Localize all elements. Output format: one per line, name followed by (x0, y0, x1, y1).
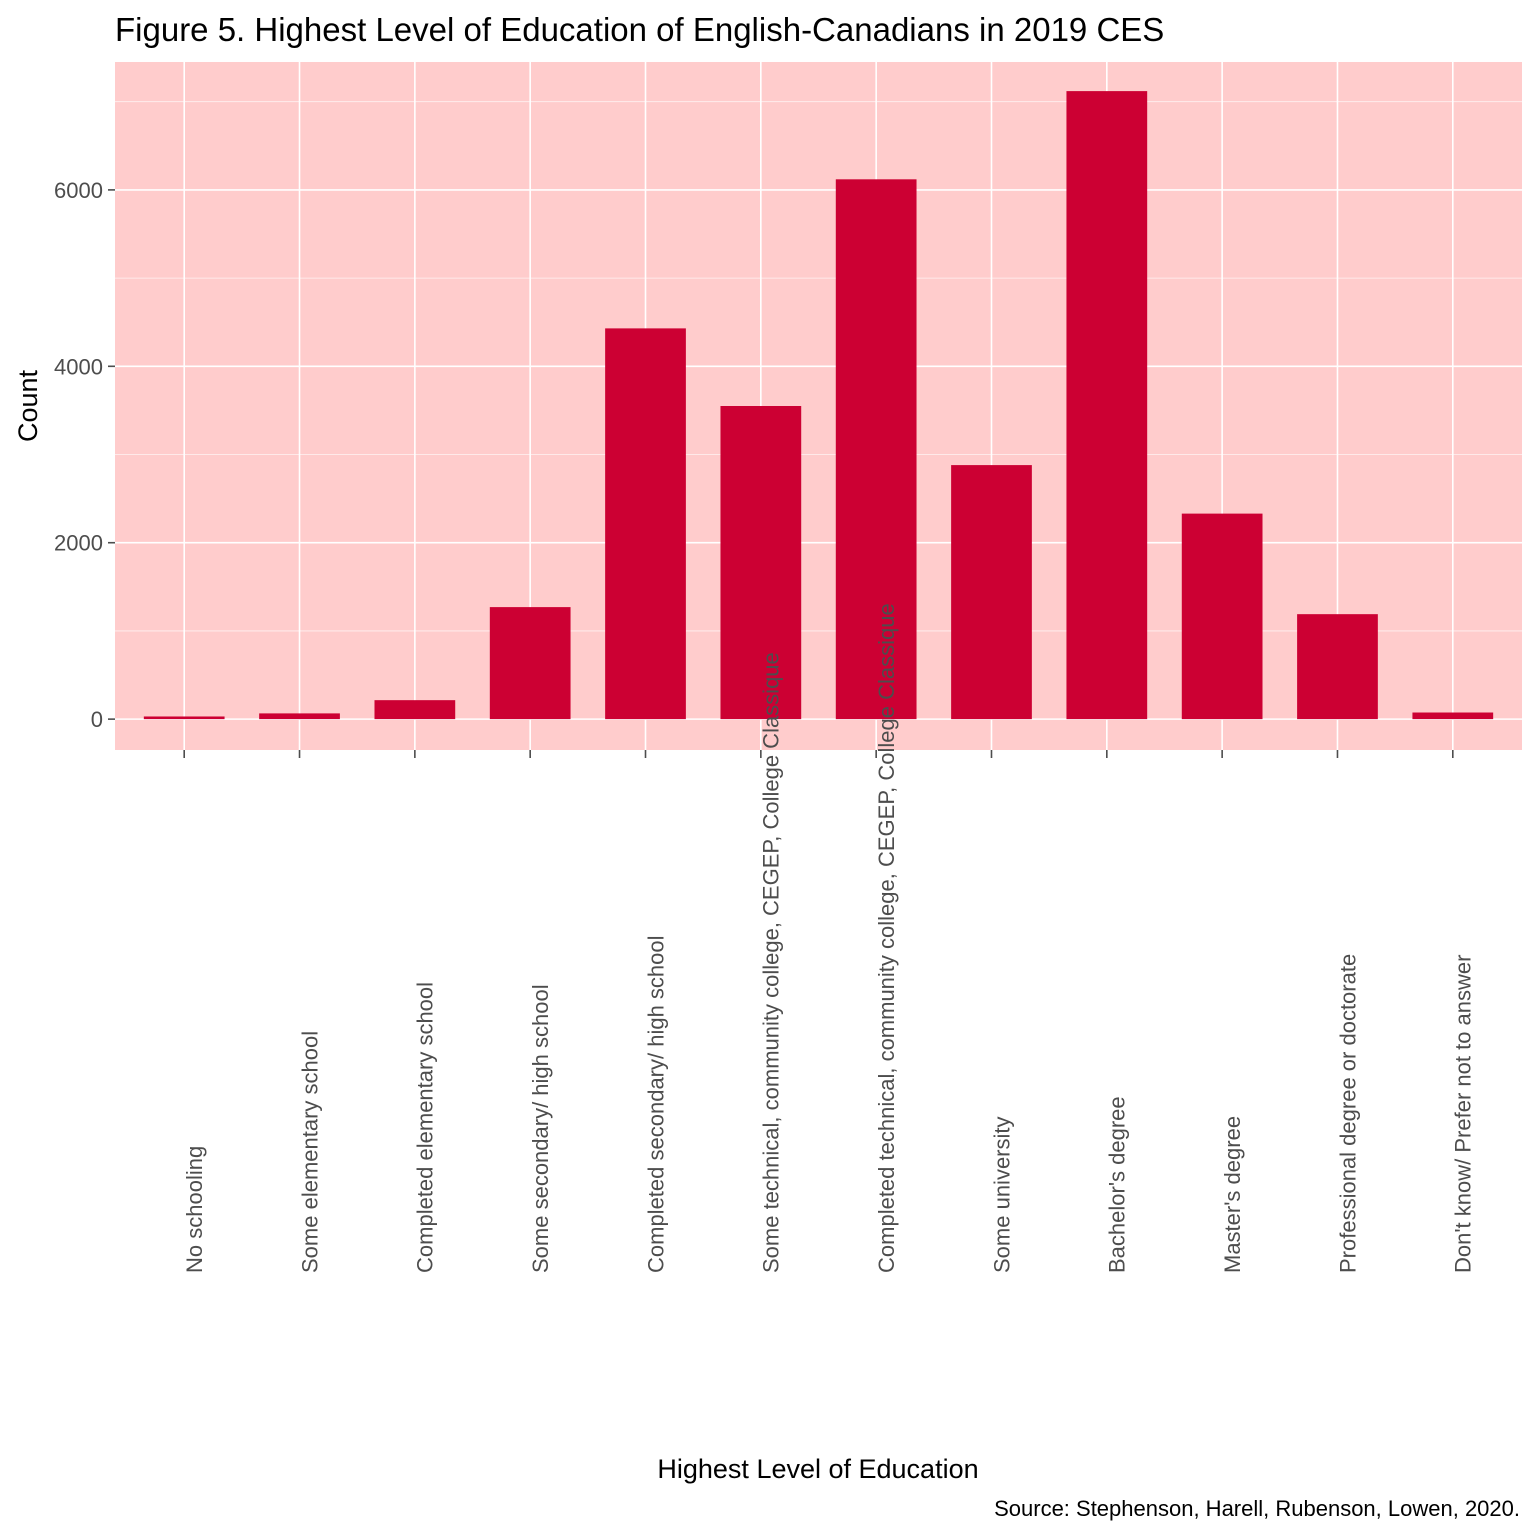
bar (374, 700, 456, 720)
x-tick-label: Completed secondary/ high school (643, 935, 668, 1273)
plot-panel (115, 62, 1522, 750)
bar (951, 465, 1032, 720)
x-tick-label: Bachelor's degree (1105, 1096, 1130, 1273)
y-tick-label: 6000 (54, 178, 103, 203)
bar (720, 406, 802, 720)
bar (1181, 513, 1263, 720)
chart-title: Figure 5. Highest Level of Education of … (115, 11, 1164, 48)
grid-minor (115, 101, 1522, 632)
bar (835, 179, 917, 720)
x-tick-label: Some elementary school (297, 1031, 322, 1273)
x-tick-label: No schooling (182, 1146, 207, 1273)
y-tick-label: 4000 (54, 354, 103, 379)
bar (259, 713, 340, 720)
bar (489, 607, 571, 720)
bar (1412, 712, 1494, 720)
x-tick-label: Professional degree or doctorate (1335, 954, 1360, 1273)
x-tick-label: Some university (989, 1116, 1014, 1273)
x-tick-label: Completed technical, community college, … (874, 603, 899, 1273)
x-tick-label: Some technical, community college, CEGEP… (759, 652, 784, 1273)
x-axis-title: Highest Level of Education (657, 1454, 978, 1484)
y-tick-label: 0 (91, 707, 103, 732)
bar (1066, 91, 1148, 720)
bars (143, 91, 1494, 720)
bar (143, 716, 225, 720)
y-tick-label: 2000 (54, 531, 103, 556)
x-tick-label: Don't know/ Prefer not to answer (1451, 955, 1476, 1273)
x-tick-label: Completed elementary school (413, 982, 438, 1273)
bar (1297, 614, 1378, 720)
x-axis: No schooling Some elementary school Comple… (182, 603, 1476, 1273)
x-tick-label: Master's degree (1220, 1116, 1245, 1273)
y-axis: 0 2000 4000 6000 (54, 178, 115, 732)
source-caption: Source: Stephenson, Harell, Rubenson, Lo… (994, 1496, 1520, 1521)
bar (605, 328, 686, 720)
y-axis-title: Count (13, 369, 43, 442)
x-tick-label: Some secondary/ high school (528, 984, 553, 1273)
